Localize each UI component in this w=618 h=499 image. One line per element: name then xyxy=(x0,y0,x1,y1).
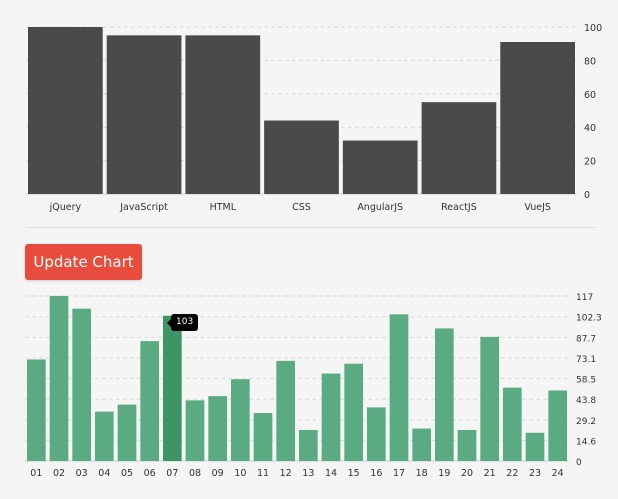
x-tick-label: 18 xyxy=(416,468,428,479)
x-tick-label: 09 xyxy=(212,468,224,479)
x-tick-label: 12 xyxy=(280,468,292,479)
x-tick-label: 11 xyxy=(257,468,269,479)
x-tick-label: 16 xyxy=(370,468,382,479)
y-tick-label: 100 xyxy=(584,23,602,34)
x-tick-label: 13 xyxy=(302,468,314,479)
y-tick-label: 60 xyxy=(584,90,596,101)
bar xyxy=(72,308,91,461)
bar xyxy=(28,27,103,194)
bar xyxy=(185,400,205,461)
y-tick-label: 43.8 xyxy=(576,396,596,406)
bar xyxy=(321,373,341,461)
x-tick-label: 17 xyxy=(393,468,405,479)
bar xyxy=(299,429,318,461)
bar xyxy=(548,390,567,461)
x-tick-label: JavaScript xyxy=(119,202,168,213)
x-tick-label: AngularJS xyxy=(357,202,403,213)
x-tick-label: 14 xyxy=(325,468,337,479)
x-tick-label: 03 xyxy=(76,468,88,479)
bar xyxy=(480,336,499,461)
y-tick-label: 117 xyxy=(576,293,593,303)
x-tick-label: 06 xyxy=(144,468,156,479)
bar xyxy=(435,328,454,461)
bar xyxy=(367,407,386,461)
x-tick-label: ReactJS xyxy=(441,202,477,213)
bar xyxy=(503,387,522,461)
x-tick-label: 22 xyxy=(506,468,518,479)
y-tick-label: 20 xyxy=(584,157,596,168)
bar xyxy=(389,314,409,461)
bar xyxy=(208,396,227,461)
bar xyxy=(49,296,69,461)
bar xyxy=(117,404,137,461)
x-tick-label: CSS xyxy=(292,202,311,213)
bar xyxy=(185,35,261,194)
bar xyxy=(344,363,363,461)
bar xyxy=(140,341,159,461)
bar xyxy=(500,42,575,194)
x-tick-label: 07 xyxy=(166,468,178,479)
x-tick-label: 24 xyxy=(552,468,564,479)
x-tick-label: 21 xyxy=(484,468,496,479)
bar xyxy=(525,432,545,461)
x-tick-label: 10 xyxy=(234,468,246,479)
section-divider xyxy=(25,227,595,228)
y-tick-label: 73.1 xyxy=(576,355,596,365)
bar xyxy=(457,429,477,461)
x-tick-label: HTML xyxy=(210,202,237,213)
bar xyxy=(412,428,431,461)
bar xyxy=(27,359,46,461)
x-tick-label: 20 xyxy=(461,468,473,479)
bar xyxy=(264,120,339,194)
y-tick-label: 40 xyxy=(584,123,596,134)
x-tick-label: 02 xyxy=(53,468,65,479)
x-tick-label: 23 xyxy=(529,468,541,479)
bar xyxy=(106,35,182,194)
y-tick-label: 0 xyxy=(576,458,582,468)
y-tick-label: 14.6 xyxy=(576,437,596,447)
x-tick-label: VueJS xyxy=(524,202,551,213)
bar xyxy=(253,413,273,461)
bar xyxy=(421,102,497,194)
x-tick-label: 05 xyxy=(121,468,133,479)
update-chart-button[interactable]: Update Chart xyxy=(25,244,142,280)
x-tick-label: 01 xyxy=(30,468,42,479)
hourly-bar-chart: 0 14.6 29.2 43.8 58.5 73.1 87.7 102.3 117 01 02 03 0… xyxy=(25,293,602,479)
y-tick-label: 80 xyxy=(584,56,596,67)
x-tick-label: 08 xyxy=(189,468,201,479)
y-tick-label: 87.7 xyxy=(576,334,596,344)
skills-bar-chart: 0 20 40 60 80 100 jQuery JavaScript HTML CSS Angul… xyxy=(26,23,602,213)
bar xyxy=(163,315,182,461)
bar xyxy=(95,411,114,461)
bar xyxy=(231,379,250,461)
y-tick-label: 58.5 xyxy=(576,376,596,386)
y-tick-label: 0 xyxy=(584,190,590,201)
y-tick-label: 29.2 xyxy=(576,417,596,427)
bar xyxy=(276,360,295,461)
x-tick-label: 19 xyxy=(438,468,450,479)
bar xyxy=(342,140,418,194)
y-tick-label: 102.3 xyxy=(576,314,602,324)
x-tick-label: 04 xyxy=(98,468,110,479)
x-tick-label: 15 xyxy=(348,468,360,479)
x-tick-label: jQuery xyxy=(49,202,82,213)
bar-tooltip: 103 xyxy=(166,314,199,331)
